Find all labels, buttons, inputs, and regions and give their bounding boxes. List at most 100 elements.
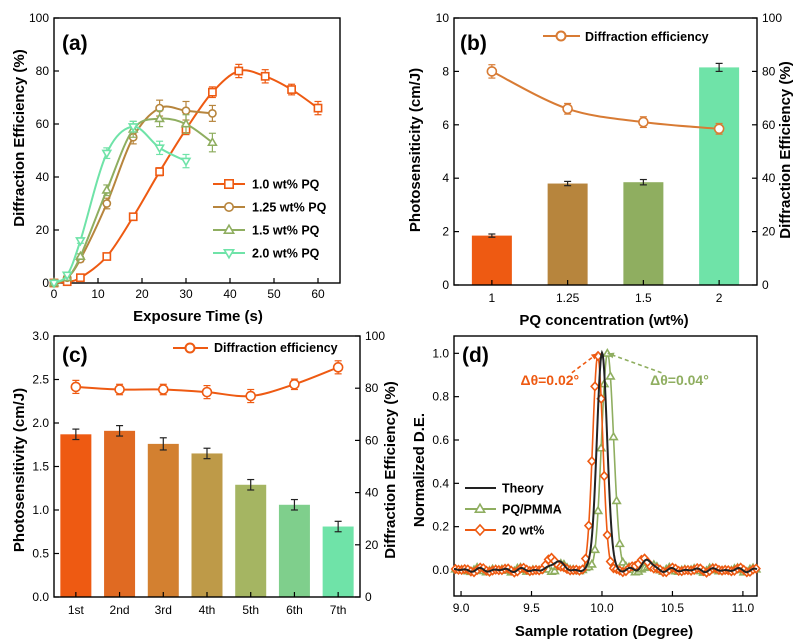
panel-d-series-0-line — [453, 349, 758, 574]
panel-a-series-2-point-7 — [207, 136, 218, 147]
panel-c-frame — [53, 335, 361, 598]
panel-c-legend: Diffraction efficiency — [173, 341, 338, 355]
panel-a-legend-label-3: 2.0 wt% PQ — [252, 247, 320, 261]
panel-c-xtick-label-3: 4th — [199, 603, 216, 617]
panel-d-annotation-head-0 — [590, 353, 598, 360]
panel-d-series-1-point-45 — [589, 544, 601, 554]
panel-d-series-2-point-45 — [590, 381, 600, 392]
panel-c-ylabel-right: Diffraction Efficiency (%) — [382, 381, 399, 559]
panel-a-ytick-label-3: 60 — [36, 117, 50, 131]
panel-c-bar-err-4 — [247, 478, 255, 491]
panel-d-series-1-point-32 — [549, 565, 560, 575]
panel-d: 9.0 9.5 10.0 10.5 11.0 0.0 0.2 0.4 0.6 0.8 1.0 Δθ=0… — [411, 335, 762, 640]
panel-b-bar-1 — [547, 183, 588, 285]
panel-a-series-1-point-6 — [181, 106, 191, 116]
panel-c: 1st 2nd 3rd 4th 5th 6th 7th 0.0 0.5 1.0 1.5 2.0 2.5 3… — [11, 329, 399, 617]
panel-d-legend-label-2: 20 wt% — [502, 524, 544, 538]
panel-b-ytick-right-label-5: 100 — [762, 11, 782, 25]
panel-b-ytick-left-label-4: 8 — [442, 64, 449, 78]
panel-c-bar-err-2 — [159, 437, 167, 451]
panel-d-label: (d) — [462, 344, 489, 367]
panel-a-series-3-point-4 — [127, 123, 139, 133]
panel-a-series-1-point-7 — [207, 109, 217, 118]
panel-a-series-0-point-9 — [260, 71, 270, 81]
panel-c-ylabel-left: Photosensitivity (cm/J) — [11, 388, 28, 552]
panel-c-ytick-left-label-4: 2.0 — [32, 416, 49, 430]
panel-d-annotation-label-1: Δθ=0.04° — [650, 372, 709, 388]
panel-d-annotation-arrow-1 — [607, 352, 662, 374]
panel-c-bar-err-5 — [290, 498, 298, 511]
panel-d-xtick-label-0: 9.0 — [453, 601, 470, 615]
panel-b-xlabel: PQ concentration (wt%) — [519, 312, 688, 329]
panel-d-ytick-label-4: 0.8 — [432, 390, 449, 404]
panel-d-annotation-head-1 — [607, 352, 615, 359]
panel-a-series-2-point-3 — [101, 184, 113, 194]
panel-a-series-3-point-6 — [180, 157, 192, 167]
panel-d-series-2-point-49 — [602, 529, 613, 541]
panel-b-ylabel-right: Diffraction Efficiency (%) — [777, 61, 794, 239]
panel-c-bar-6 — [322, 526, 354, 597]
panel-b-bar-err-3 — [715, 62, 723, 73]
panel-b-bar-3 — [699, 67, 740, 286]
panel-c-xtick-label-2: 3rd — [155, 603, 172, 617]
panel-b-xtick-label-3: 2 — [716, 291, 723, 305]
panel-a-series-2-point-5 — [154, 112, 165, 123]
panel-a-xtick-label-5: 50 — [267, 287, 281, 301]
panel-d-series-1-point-44 — [586, 558, 597, 568]
panel-b-de-point-0 — [486, 66, 498, 77]
panel-a-legend-label-1: 1.25 wt% PQ — [252, 201, 327, 215]
panel-d-series-2-point-50 — [605, 556, 616, 567]
panel-b-xtick-label-2: 1.5 — [635, 291, 652, 305]
panel-a-series-3-point-1 — [61, 271, 73, 281]
panel-a-legend-label-2: 1.5 wt% PQ — [252, 224, 320, 238]
panel-c-de-point-3 — [201, 386, 213, 398]
panel-b-ytick-left-label-2: 4 — [442, 171, 449, 185]
panel-d-xtick-label-2: 10.0 — [590, 601, 614, 615]
panel-c-ytick-left-label-6: 3.0 — [32, 329, 49, 343]
panel-a-series-0-point-3 — [102, 252, 112, 261]
panel-a-legend-marker-0 — [224, 179, 235, 190]
panel-a-ylabel: Diffraction Efficiency (%) — [11, 49, 28, 227]
panel-a-legend: 1.0 wt% PQ 1.25 wt% PQ 1.5 wt% PQ 2.0 wt% P… — [213, 178, 327, 261]
panel-b-legend-marker — [555, 30, 567, 42]
panel-b-ytick-left-label-3: 6 — [442, 118, 449, 132]
panel-d-ytick-label-2: 0.4 — [432, 476, 449, 490]
panel-c-ytick-left-label-0: 0.0 — [32, 590, 49, 604]
panel-b-ytick-left-label-1: 2 — [442, 225, 449, 239]
panel-d-frame — [453, 335, 758, 597]
panel-c-xtick-label-6: 7th — [330, 603, 347, 617]
panel-b-de-line — [491, 70, 720, 130]
panel-b-ylabel-left: Photosensiticity (cm/J) — [407, 68, 424, 232]
panel-c-ytick-right-label-0: 0 — [365, 590, 372, 604]
panel-d-xtick-label-4: 11.0 — [732, 601, 755, 615]
panel-c-de-point-0 — [70, 381, 82, 393]
panel-a-series-2-point-6 — [180, 118, 192, 128]
panel-a-xtick-label-0: 0 — [51, 287, 58, 301]
panel-b-ytick-left-label-0: 0 — [442, 278, 449, 292]
panel-c-xtick-label-1: 2nd — [110, 603, 130, 617]
panel-c-legend-marker — [184, 342, 196, 354]
panel-c-bar-1 — [104, 430, 136, 597]
panel-d-legend-marker-2 — [474, 523, 486, 537]
panel-a-legend-marker-1 — [224, 202, 235, 213]
panel-b-de-point-1 — [562, 103, 573, 115]
panel-b-xtick-label-0: 1 — [489, 291, 496, 305]
panel-a-series-0-point-11 — [313, 103, 323, 113]
panel-a-series-3-point-2 — [75, 237, 86, 247]
panel-c-bar-err-3 — [203, 447, 211, 460]
panel-a-ytick-label-4: 80 — [36, 64, 50, 78]
panel-b-legend-label: Diffraction efficiency — [585, 30, 709, 44]
panel-a-label: (a) — [62, 32, 88, 55]
panel-a-series-2-point-2 — [75, 250, 86, 261]
panel-a-xtick-label-2: 20 — [135, 287, 149, 301]
panel-d-series-2-point-43 — [583, 520, 594, 531]
panel-b-bar-err-2 — [639, 178, 647, 186]
panel-b-de-point-2 — [638, 116, 649, 128]
panel-d-legend-marker-1 — [473, 502, 487, 513]
panel-a-ytick-label-0: 0 — [42, 276, 49, 290]
panel-d-series-1-point-50 — [605, 370, 616, 380]
panel-d-xlabel: Sample rotation (Degree) — [515, 623, 693, 640]
panel-a-frame — [53, 17, 341, 284]
panel-a-xlabel: Exposure Time (s) — [133, 308, 263, 325]
panel-b-bar-2 — [623, 182, 664, 285]
